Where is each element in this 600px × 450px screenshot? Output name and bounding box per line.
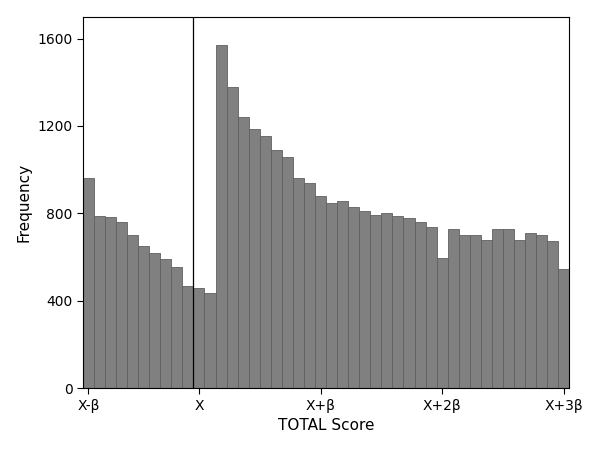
Bar (337, 202, 348, 388)
Bar (370, 215, 382, 388)
X-axis label: TOTAL Score: TOTAL Score (278, 418, 374, 433)
Bar (83, 179, 94, 388)
Bar (215, 45, 227, 388)
Bar (503, 229, 514, 388)
Bar (382, 213, 392, 388)
Bar (172, 267, 182, 388)
Bar (238, 117, 249, 388)
Bar (304, 183, 315, 388)
Bar (448, 229, 459, 388)
Bar (127, 235, 138, 388)
Y-axis label: Frequency: Frequency (17, 163, 32, 242)
Bar (425, 226, 437, 388)
Bar (193, 288, 205, 388)
Bar (160, 259, 172, 388)
Bar (138, 246, 149, 388)
Bar (105, 217, 116, 388)
Bar (260, 136, 271, 388)
Bar (525, 233, 536, 388)
Bar (315, 196, 326, 388)
Bar (536, 235, 547, 388)
Bar (392, 216, 403, 388)
Bar (227, 87, 238, 388)
Bar (359, 211, 370, 388)
Bar (514, 240, 525, 388)
Bar (403, 218, 415, 388)
Bar (437, 258, 448, 388)
Bar (94, 216, 105, 388)
Bar (149, 253, 160, 388)
Bar (205, 293, 215, 388)
Bar (415, 222, 425, 388)
Bar (282, 157, 293, 388)
Bar (558, 269, 569, 388)
Bar (547, 241, 558, 388)
Bar (249, 129, 260, 388)
Bar (271, 150, 282, 388)
Bar (293, 179, 304, 388)
Bar (182, 286, 193, 388)
Bar (492, 229, 503, 388)
Bar (481, 240, 492, 388)
Bar (116, 222, 127, 388)
Bar (348, 207, 359, 388)
Bar (459, 235, 470, 388)
Bar (326, 202, 337, 388)
Bar (470, 235, 481, 388)
